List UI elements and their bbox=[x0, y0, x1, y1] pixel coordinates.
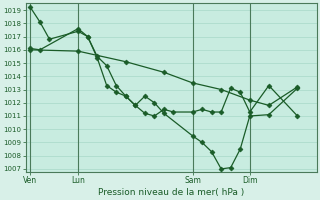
X-axis label: Pression niveau de la mer( hPa ): Pression niveau de la mer( hPa ) bbox=[98, 188, 244, 197]
